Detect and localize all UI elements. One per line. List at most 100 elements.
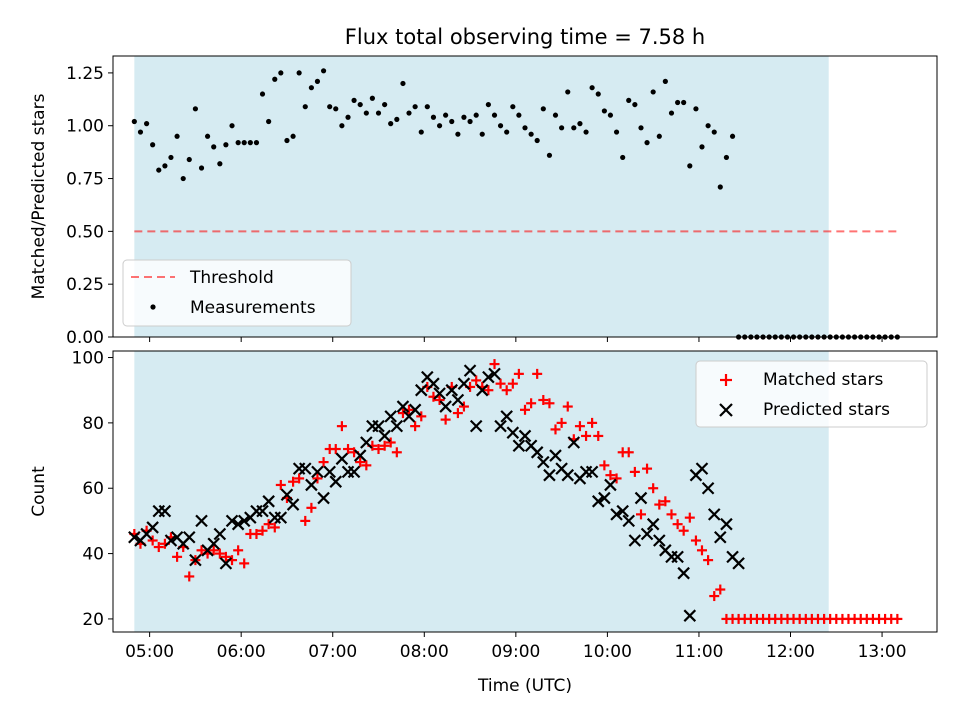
matched-star-point	[361, 460, 372, 471]
measurement-point	[595, 91, 601, 97]
predicted-star-point	[408, 403, 422, 417]
measurement-point	[601, 108, 607, 114]
measurement-point	[241, 140, 247, 146]
matched-star-point	[434, 395, 445, 406]
measurement-point	[705, 123, 711, 129]
measurement-point	[528, 131, 534, 137]
measurement-point	[131, 118, 137, 125]
measurement-point	[388, 121, 394, 127]
matched-star-point	[703, 555, 714, 566]
matched-star-point	[684, 512, 695, 523]
measurement-point	[540, 106, 546, 112]
matched-star-point	[410, 421, 421, 432]
measurement-point	[284, 137, 290, 144]
predicted-stars-legend-swatch	[719, 403, 733, 417]
predicted-star-point	[714, 530, 727, 544]
measurement-point	[717, 184, 723, 190]
count-y-axis-label: Count	[29, 466, 49, 517]
measurement-point	[577, 121, 583, 127]
measurement-point	[687, 163, 693, 169]
predicted-star-point	[128, 530, 141, 544]
predicted-star-point	[701, 481, 715, 495]
predicted-star-point	[237, 514, 251, 528]
matched-star-point	[220, 551, 231, 562]
measurement-point	[253, 140, 260, 146]
predicted-star-point	[164, 534, 178, 547]
measurement-point	[357, 101, 363, 108]
predicted-star-point	[146, 521, 159, 534]
predicted-star-point	[683, 609, 697, 622]
measurement-point	[583, 129, 589, 135]
measurement-point	[296, 70, 302, 76]
measurement-point	[327, 104, 333, 110]
predicted-star-point	[372, 419, 385, 433]
measurement-point	[510, 104, 516, 110]
ratio-y-tick-label: 0.25	[66, 275, 104, 295]
measurement-point	[497, 123, 504, 129]
predicted-star-point	[512, 439, 526, 453]
predicted-star-point	[561, 468, 575, 482]
predicted-star-point	[317, 491, 330, 505]
matched-star-point	[715, 584, 726, 595]
measurement-point	[729, 133, 736, 139]
predicted-star-point	[518, 429, 532, 443]
predicted-star-point	[329, 475, 343, 488]
measurement-point	[302, 104, 308, 110]
predicted-star-point	[634, 491, 648, 505]
ratio-y-tick-label: 0.50	[66, 222, 104, 242]
matched-star-point	[440, 414, 451, 425]
measurement-point	[259, 91, 266, 97]
measurement-point	[632, 101, 638, 108]
predicted-star-point	[598, 491, 611, 505]
measurement-point	[638, 125, 644, 131]
predicted-star-point	[707, 508, 721, 521]
predicted-star-point	[390, 419, 404, 433]
measurement-point	[449, 118, 455, 125]
matched-star-point	[654, 499, 665, 510]
ratio-y-tick-label: 0.75	[66, 169, 104, 189]
predicted-star-point	[262, 495, 275, 508]
predicted-star-point	[720, 517, 733, 531]
measurement-point	[565, 89, 571, 95]
count-legend: Matched stars Predicted stars	[695, 360, 928, 428]
predicted-star-point	[207, 537, 220, 551]
matched-star-point	[153, 542, 164, 553]
predicted-star-point	[231, 517, 245, 531]
predicted-star-point	[604, 478, 617, 492]
measurement-point	[266, 118, 272, 125]
predicted-star-point	[537, 455, 550, 469]
count-axes-frame	[112, 350, 938, 633]
threshold-legend-label: Threshold	[189, 268, 274, 288]
x-tick-label: 11:00	[674, 642, 723, 662]
predicted-star-point	[445, 383, 459, 397]
predicted-star-point	[530, 446, 544, 459]
measurement-point	[339, 123, 345, 129]
count-y-tick-label: 20	[82, 610, 104, 630]
measurement-point	[424, 104, 430, 110]
predicted-star-point	[195, 514, 208, 528]
measurement-point	[174, 133, 180, 139]
measurement-point	[662, 78, 668, 84]
predicted-star-point	[360, 436, 373, 449]
matched-star-point	[294, 473, 305, 484]
predicted-star-point	[610, 508, 623, 521]
measurement-point	[546, 152, 553, 158]
matched-star-point	[562, 401, 573, 412]
matched-star-point	[532, 368, 543, 379]
ratio-legend: Threshold Measurements	[122, 259, 352, 327]
measurement-point	[430, 114, 437, 120]
predicted-star-point	[225, 514, 239, 528]
measurement-point	[278, 70, 284, 76]
matched-star-point	[172, 551, 183, 562]
measurement-point	[168, 154, 174, 161]
ratio-y-tick-label: 1.00	[66, 117, 104, 137]
matched-star-point	[611, 473, 622, 484]
predicted-star-point	[396, 400, 410, 413]
measurement-point	[375, 110, 382, 116]
predicted-star-point	[182, 530, 196, 544]
ratio-axes-frame	[112, 55, 938, 338]
measurement-point	[247, 140, 253, 146]
predicted-star-point	[469, 419, 483, 433]
predicted-star-point	[616, 504, 629, 518]
